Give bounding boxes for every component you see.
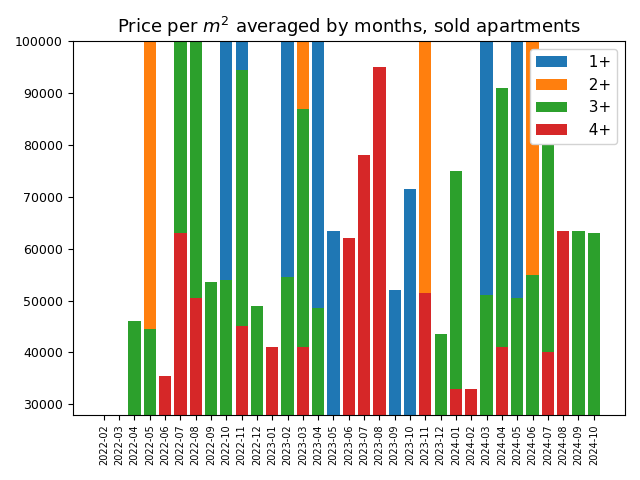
Bar [541,352,554,480]
Bar [511,298,524,480]
Bar [159,376,171,480]
Bar [572,230,584,480]
Bar [174,39,186,233]
Bar [143,329,156,480]
Bar [450,389,462,480]
Legend:   1+,   2+,   3+,   4+: 1+, 2+, 3+, 4+ [530,49,618,144]
Bar [236,0,248,70]
Bar [297,0,309,109]
Bar [189,8,202,298]
Bar [143,31,156,329]
Bar [129,321,141,480]
Bar [358,156,370,480]
Bar [435,334,447,480]
Bar [450,171,462,389]
Bar [189,298,202,480]
Bar [251,306,263,480]
Bar [328,230,340,480]
Bar [297,347,309,480]
Bar [312,308,324,480]
Bar [481,0,493,295]
Bar [205,282,217,480]
Bar [419,293,431,480]
Bar [527,275,539,480]
Bar [312,0,324,308]
Bar [557,230,569,480]
Bar [266,347,278,480]
Bar [588,233,600,480]
Bar [297,109,309,347]
Bar [388,290,401,480]
Bar [220,280,232,480]
Bar [236,326,248,480]
Bar [404,189,416,480]
Bar [496,347,508,480]
Bar [174,233,186,480]
Bar [465,389,477,480]
Bar [143,0,156,31]
Bar [236,70,248,326]
Bar [419,21,431,293]
Bar [282,277,294,480]
Bar [419,0,431,21]
Bar [282,0,294,277]
Bar [527,0,539,275]
Bar [220,0,232,280]
Bar [541,70,554,352]
Bar [511,0,524,298]
Bar [496,88,508,347]
Title: Price per $m^2$ averaged by months, sold apartments: Price per $m^2$ averaged by months, sold… [116,15,581,39]
Bar [481,295,493,480]
Bar [373,67,385,480]
Bar [342,239,355,480]
